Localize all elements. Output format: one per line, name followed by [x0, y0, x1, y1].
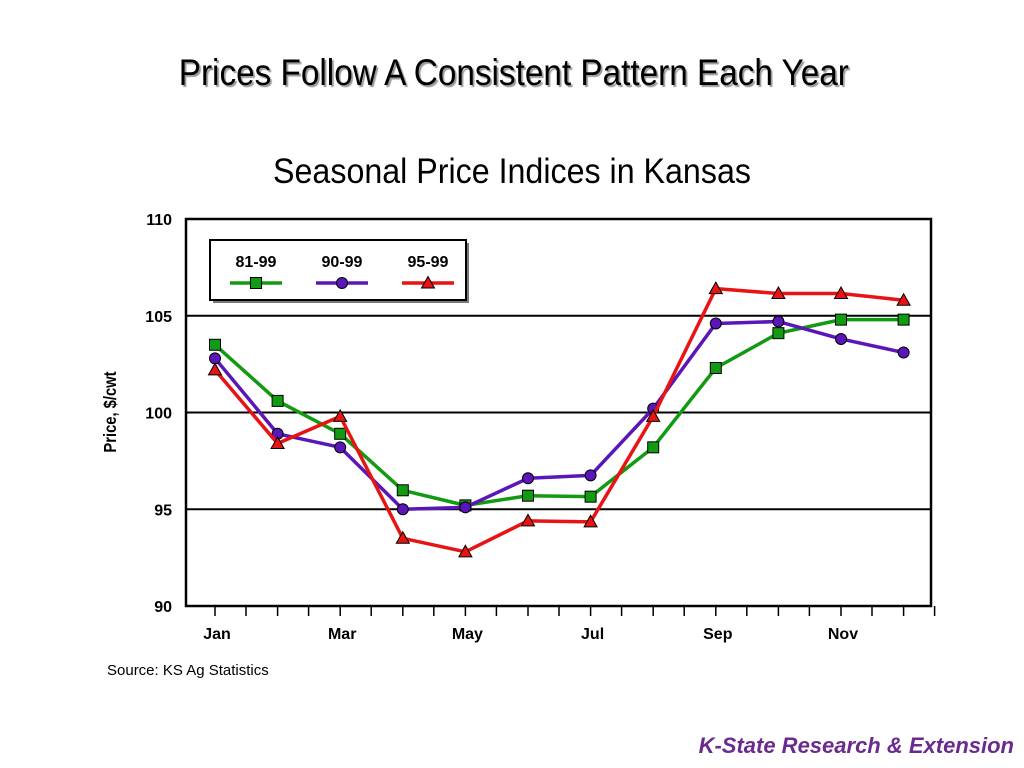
point-81-99-Jun: [522, 489, 534, 502]
point-81-99-Feb: [271, 394, 284, 407]
series-line-81-99: [213, 317, 904, 508]
y-tick-label: 95: [154, 502, 172, 519]
point-81-99-Sep: [709, 361, 722, 374]
point-81-99-Mar: [334, 427, 347, 440]
x-tick-label: Nov: [828, 626, 858, 643]
slide-title: Prices Follow A Consistent Pattern Each …: [178, 52, 849, 93]
point-90-99-May: [459, 501, 472, 514]
point-81-99-Jul: [584, 490, 597, 503]
series-line-90-99: [213, 319, 904, 511]
point-90-99-Oct: [772, 315, 785, 328]
point-81-99-Oct: [772, 327, 785, 340]
point-81-99-Jan: [209, 338, 221, 351]
point-90-99-Nov: [835, 332, 847, 345]
point-95-99-Jul: [583, 514, 598, 528]
footer-brand: K-State Research & Extension: [698, 733, 1014, 758]
point-95-99-Jan: [207, 362, 223, 376]
point-95-99-May: [458, 544, 473, 558]
legend-label-90-99: 90-99: [322, 254, 363, 271]
point-90-99-Dec: [897, 346, 910, 359]
y-tick-label: 110: [146, 212, 172, 229]
y-tick-label: 105: [145, 309, 172, 326]
series-line-95-99: [213, 286, 904, 554]
point-90-99-Jan: [209, 352, 221, 365]
source-note: Source: KS Ag Statistics: [107, 662, 269, 679]
legend-marker-81-99: [250, 277, 262, 289]
point-81-99-Dec: [897, 313, 910, 326]
legend-box: [209, 239, 467, 301]
point-95-99-Apr: [395, 530, 411, 544]
point-95-99-Sep: [708, 281, 724, 295]
point-81-99-Nov: [835, 313, 847, 326]
legend-marker-90-99: [336, 277, 348, 289]
point-95-99-Oct: [771, 285, 786, 299]
x-tick-label: Mar: [328, 626, 356, 643]
y-tick-label: 100: [145, 406, 172, 423]
point-95-99-Jun: [520, 513, 536, 527]
point-90-99-Jul: [584, 469, 597, 482]
point-95-99-Mar: [332, 408, 348, 422]
point-95-99-Feb: [270, 435, 285, 449]
x-tick-label: May: [452, 626, 483, 643]
y-axis-title: Price, $/cwt: [101, 371, 121, 453]
point-81-99-Aug: [647, 441, 660, 454]
legend-label-95-99: 95-99: [408, 254, 449, 271]
chart-title: Seasonal Price Indices in Kansas: [273, 152, 751, 191]
point-90-99-Sep: [709, 317, 722, 330]
point-90-99-Mar: [334, 441, 347, 454]
y-tick-label: 90: [154, 599, 172, 616]
x-tick-label: Jul: [581, 626, 604, 643]
point-90-99-Jun: [522, 472, 534, 485]
x-tick-label: Sep: [703, 626, 733, 643]
point-95-99-Nov: [833, 285, 849, 299]
point-90-99-Apr: [396, 503, 409, 516]
x-tick-label: Jan: [203, 626, 231, 643]
point-95-99-Aug: [645, 408, 661, 422]
legend-label-81-99: 81-99: [236, 254, 277, 271]
point-81-99-Apr: [396, 484, 409, 497]
legend-marker-95-99: [420, 275, 436, 289]
plot-frame: [184, 217, 933, 608]
point-95-99-Dec: [896, 292, 911, 306]
